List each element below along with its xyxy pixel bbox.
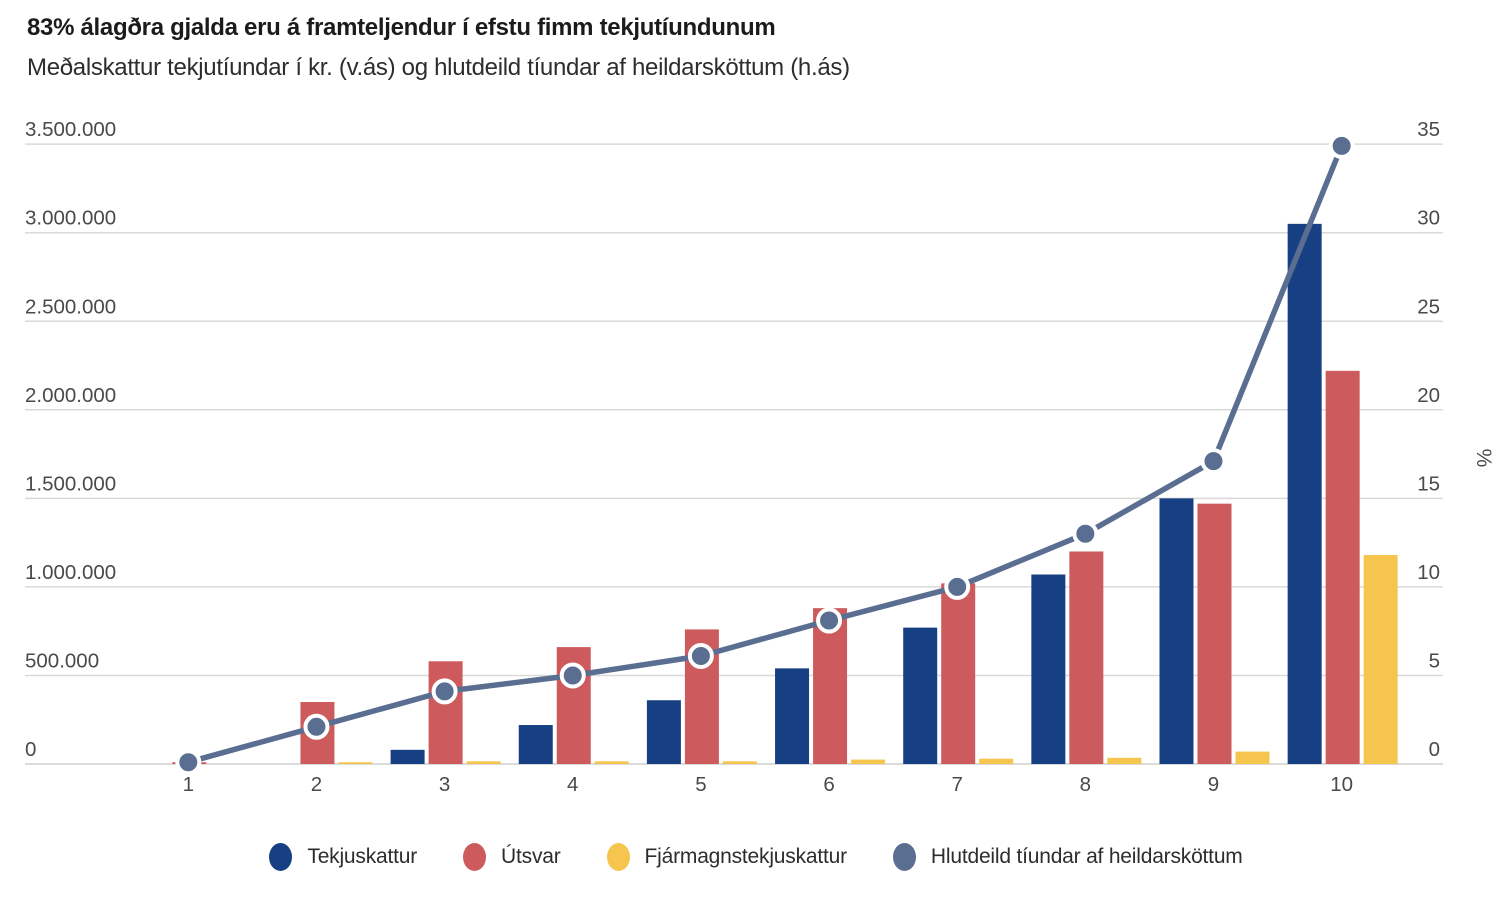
legend-label-utsvar: Útsvar	[501, 845, 561, 868]
chart-title: 83% álagðra gjalda eru á framteljendur í…	[27, 14, 776, 41]
x-axis-tick: 6	[823, 773, 834, 796]
share-line-marker-decile-5	[687, 642, 714, 669]
legend-dot-utsvar-icon	[463, 843, 487, 871]
x-axis-tick: 9	[1208, 773, 1219, 796]
share-line-marker-decile-8	[1072, 520, 1099, 547]
share-line-marker-decile-4	[559, 662, 586, 689]
x-axis-tick: 10	[1330, 773, 1353, 796]
bar-tekjuskattur-decile-7	[903, 627, 938, 764]
x-axis-tick: 3	[439, 773, 450, 796]
legend-item-tekjuskattur: Tekjuskattur	[269, 843, 417, 871]
bar-tekjuskattur-decile-8	[1031, 574, 1066, 764]
right-axis-tick: 20	[1417, 384, 1440, 407]
bar--tsvar-decile-8	[1069, 551, 1104, 764]
right-axis-tick: 30	[1417, 207, 1440, 230]
bar-fj-rmagnstekjuskattur-decile-4	[594, 761, 629, 764]
bar--tsvar-decile-9	[1197, 503, 1232, 764]
bar-tekjuskattur-decile-4	[518, 725, 553, 764]
legend-dot-tekjuskattur-icon	[269, 843, 293, 871]
share-line-marker-decile-3	[431, 678, 458, 705]
left-axis-tick: 3.500.000	[25, 118, 116, 141]
left-axis-tick: 1.000.000	[25, 561, 116, 584]
share-line-marker-decile-1	[175, 749, 202, 776]
left-axis-tick: 1.500.000	[25, 472, 116, 495]
bar-fj-rmagnstekjuskattur-decile-7	[979, 758, 1014, 764]
share-line-marker-decile-9	[1200, 448, 1227, 475]
legend-item-utsvar: Útsvar	[463, 843, 561, 871]
share-line	[185, 143, 1345, 765]
bar-fj-rmagnstekjuskattur-decile-6	[851, 759, 886, 764]
x-axis-tick: 1	[183, 773, 194, 796]
bar-tekjuskattur-decile-9	[1159, 498, 1194, 764]
legend-item-hlutdeild: Hlutdeild tíundar af heildarsköttum	[892, 843, 1243, 871]
share-line-marker-decile-7	[944, 573, 971, 600]
bar--tsvar-decile-10	[1325, 370, 1360, 764]
bar-fj-rmagnstekjuskattur-decile-10	[1363, 555, 1398, 764]
bar-tekjuskattur-decile-10	[1287, 223, 1322, 765]
left-axis-tick: 3.000.000	[25, 207, 116, 230]
share-line-marker-decile-2	[303, 713, 330, 740]
legend-dot-hlutdeild-icon	[892, 843, 916, 871]
legend-item-fjarmagnstekjuskattur: Fjármagnstekjuskattur	[606, 843, 848, 871]
legend-dot-fjarmagnstekjuskattur-icon	[606, 843, 630, 871]
chart-legend: Tekjuskattur Útsvar Fjármagnstekjuskattu…	[0, 843, 1512, 871]
bar-fj-rmagnstekjuskattur-decile-9	[1235, 751, 1270, 764]
right-axis-tick: 35	[1417, 118, 1440, 141]
bar--tsvar-decile-6	[813, 608, 848, 764]
x-axis-tick: 8	[1080, 773, 1091, 796]
right-axis-tick: 15	[1417, 472, 1440, 495]
share-line-marker-decile-10	[1328, 132, 1355, 159]
x-axis-tick: 2	[311, 773, 322, 796]
chart-subtitle: Meðalskattur tekjutíundar í kr. (v.ás) o…	[27, 54, 850, 81]
right-axis-tick: 5	[1429, 649, 1440, 672]
bar-fj-rmagnstekjuskattur-decile-5	[722, 761, 757, 764]
right-axis-tick: 10	[1417, 561, 1440, 584]
left-axis-tick: 500.000	[25, 649, 99, 672]
bar-fj-rmagnstekjuskattur-decile-2	[338, 762, 373, 764]
right-axis-unit-label: %	[1472, 449, 1495, 468]
bar-tekjuskattur-decile-3	[390, 749, 425, 764]
legend-label-tekjuskattur: Tekjuskattur	[307, 845, 418, 868]
bar--tsvar-decile-3	[428, 661, 463, 764]
bar-fj-rmagnstekjuskattur-decile-8	[1107, 757, 1142, 764]
legend-label-hlutdeild: Hlutdeild tíundar af heildarsköttum	[930, 845, 1243, 868]
bar-tekjuskattur-decile-6	[775, 668, 810, 764]
share-line-marker-decile-6	[816, 607, 843, 634]
right-axis-tick: 0	[1429, 738, 1440, 761]
bar--tsvar-decile-7	[941, 583, 976, 764]
bar-fj-rmagnstekjuskattur-decile-3	[466, 761, 501, 764]
left-axis-tick: 0	[25, 738, 36, 761]
legend-label-fjarmagnstekjuskattur: Fjármagnstekjuskattur	[644, 845, 848, 868]
left-axis-tick: 2.500.000	[25, 295, 116, 318]
right-axis-tick: 25	[1417, 295, 1440, 318]
x-axis-tick: 7	[951, 773, 962, 796]
x-axis-tick: 5	[695, 773, 706, 796]
x-axis-tick: 4	[567, 773, 578, 796]
bar-tekjuskattur-decile-5	[646, 700, 681, 764]
left-axis-tick: 2.000.000	[25, 384, 116, 407]
